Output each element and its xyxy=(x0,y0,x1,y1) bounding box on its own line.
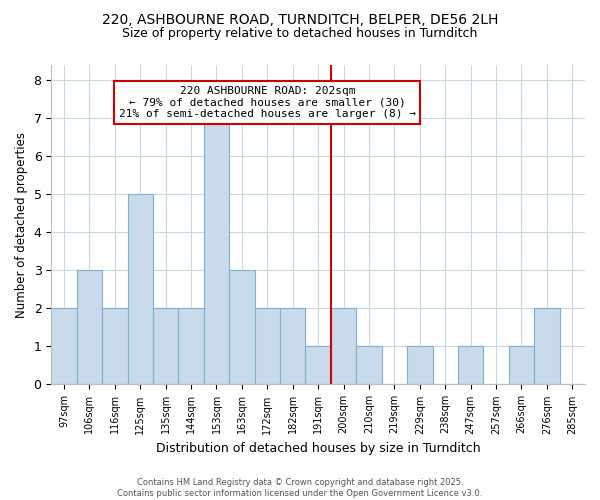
Bar xyxy=(254,308,280,384)
Bar xyxy=(128,194,153,384)
Text: 220 ASHBOURNE ROAD: 202sqm
← 79% of detached houses are smaller (30)
21% of semi: 220 ASHBOURNE ROAD: 202sqm ← 79% of deta… xyxy=(119,86,416,119)
Bar xyxy=(153,308,178,384)
Bar xyxy=(229,270,254,384)
Bar xyxy=(305,346,331,385)
Bar xyxy=(509,346,534,385)
Bar xyxy=(407,346,433,385)
Bar xyxy=(51,308,77,384)
Bar xyxy=(204,118,229,384)
Bar xyxy=(458,346,484,385)
Bar xyxy=(331,308,356,384)
Bar xyxy=(178,308,204,384)
Text: Size of property relative to detached houses in Turnditch: Size of property relative to detached ho… xyxy=(122,28,478,40)
Bar xyxy=(356,346,382,385)
Text: 220, ASHBOURNE ROAD, TURNDITCH, BELPER, DE56 2LH: 220, ASHBOURNE ROAD, TURNDITCH, BELPER, … xyxy=(102,12,498,26)
Text: Contains HM Land Registry data © Crown copyright and database right 2025.
Contai: Contains HM Land Registry data © Crown c… xyxy=(118,478,482,498)
Bar xyxy=(102,308,128,384)
X-axis label: Distribution of detached houses by size in Turnditch: Distribution of detached houses by size … xyxy=(156,442,481,455)
Y-axis label: Number of detached properties: Number of detached properties xyxy=(15,132,28,318)
Bar xyxy=(534,308,560,384)
Bar xyxy=(77,270,102,384)
Bar xyxy=(280,308,305,384)
